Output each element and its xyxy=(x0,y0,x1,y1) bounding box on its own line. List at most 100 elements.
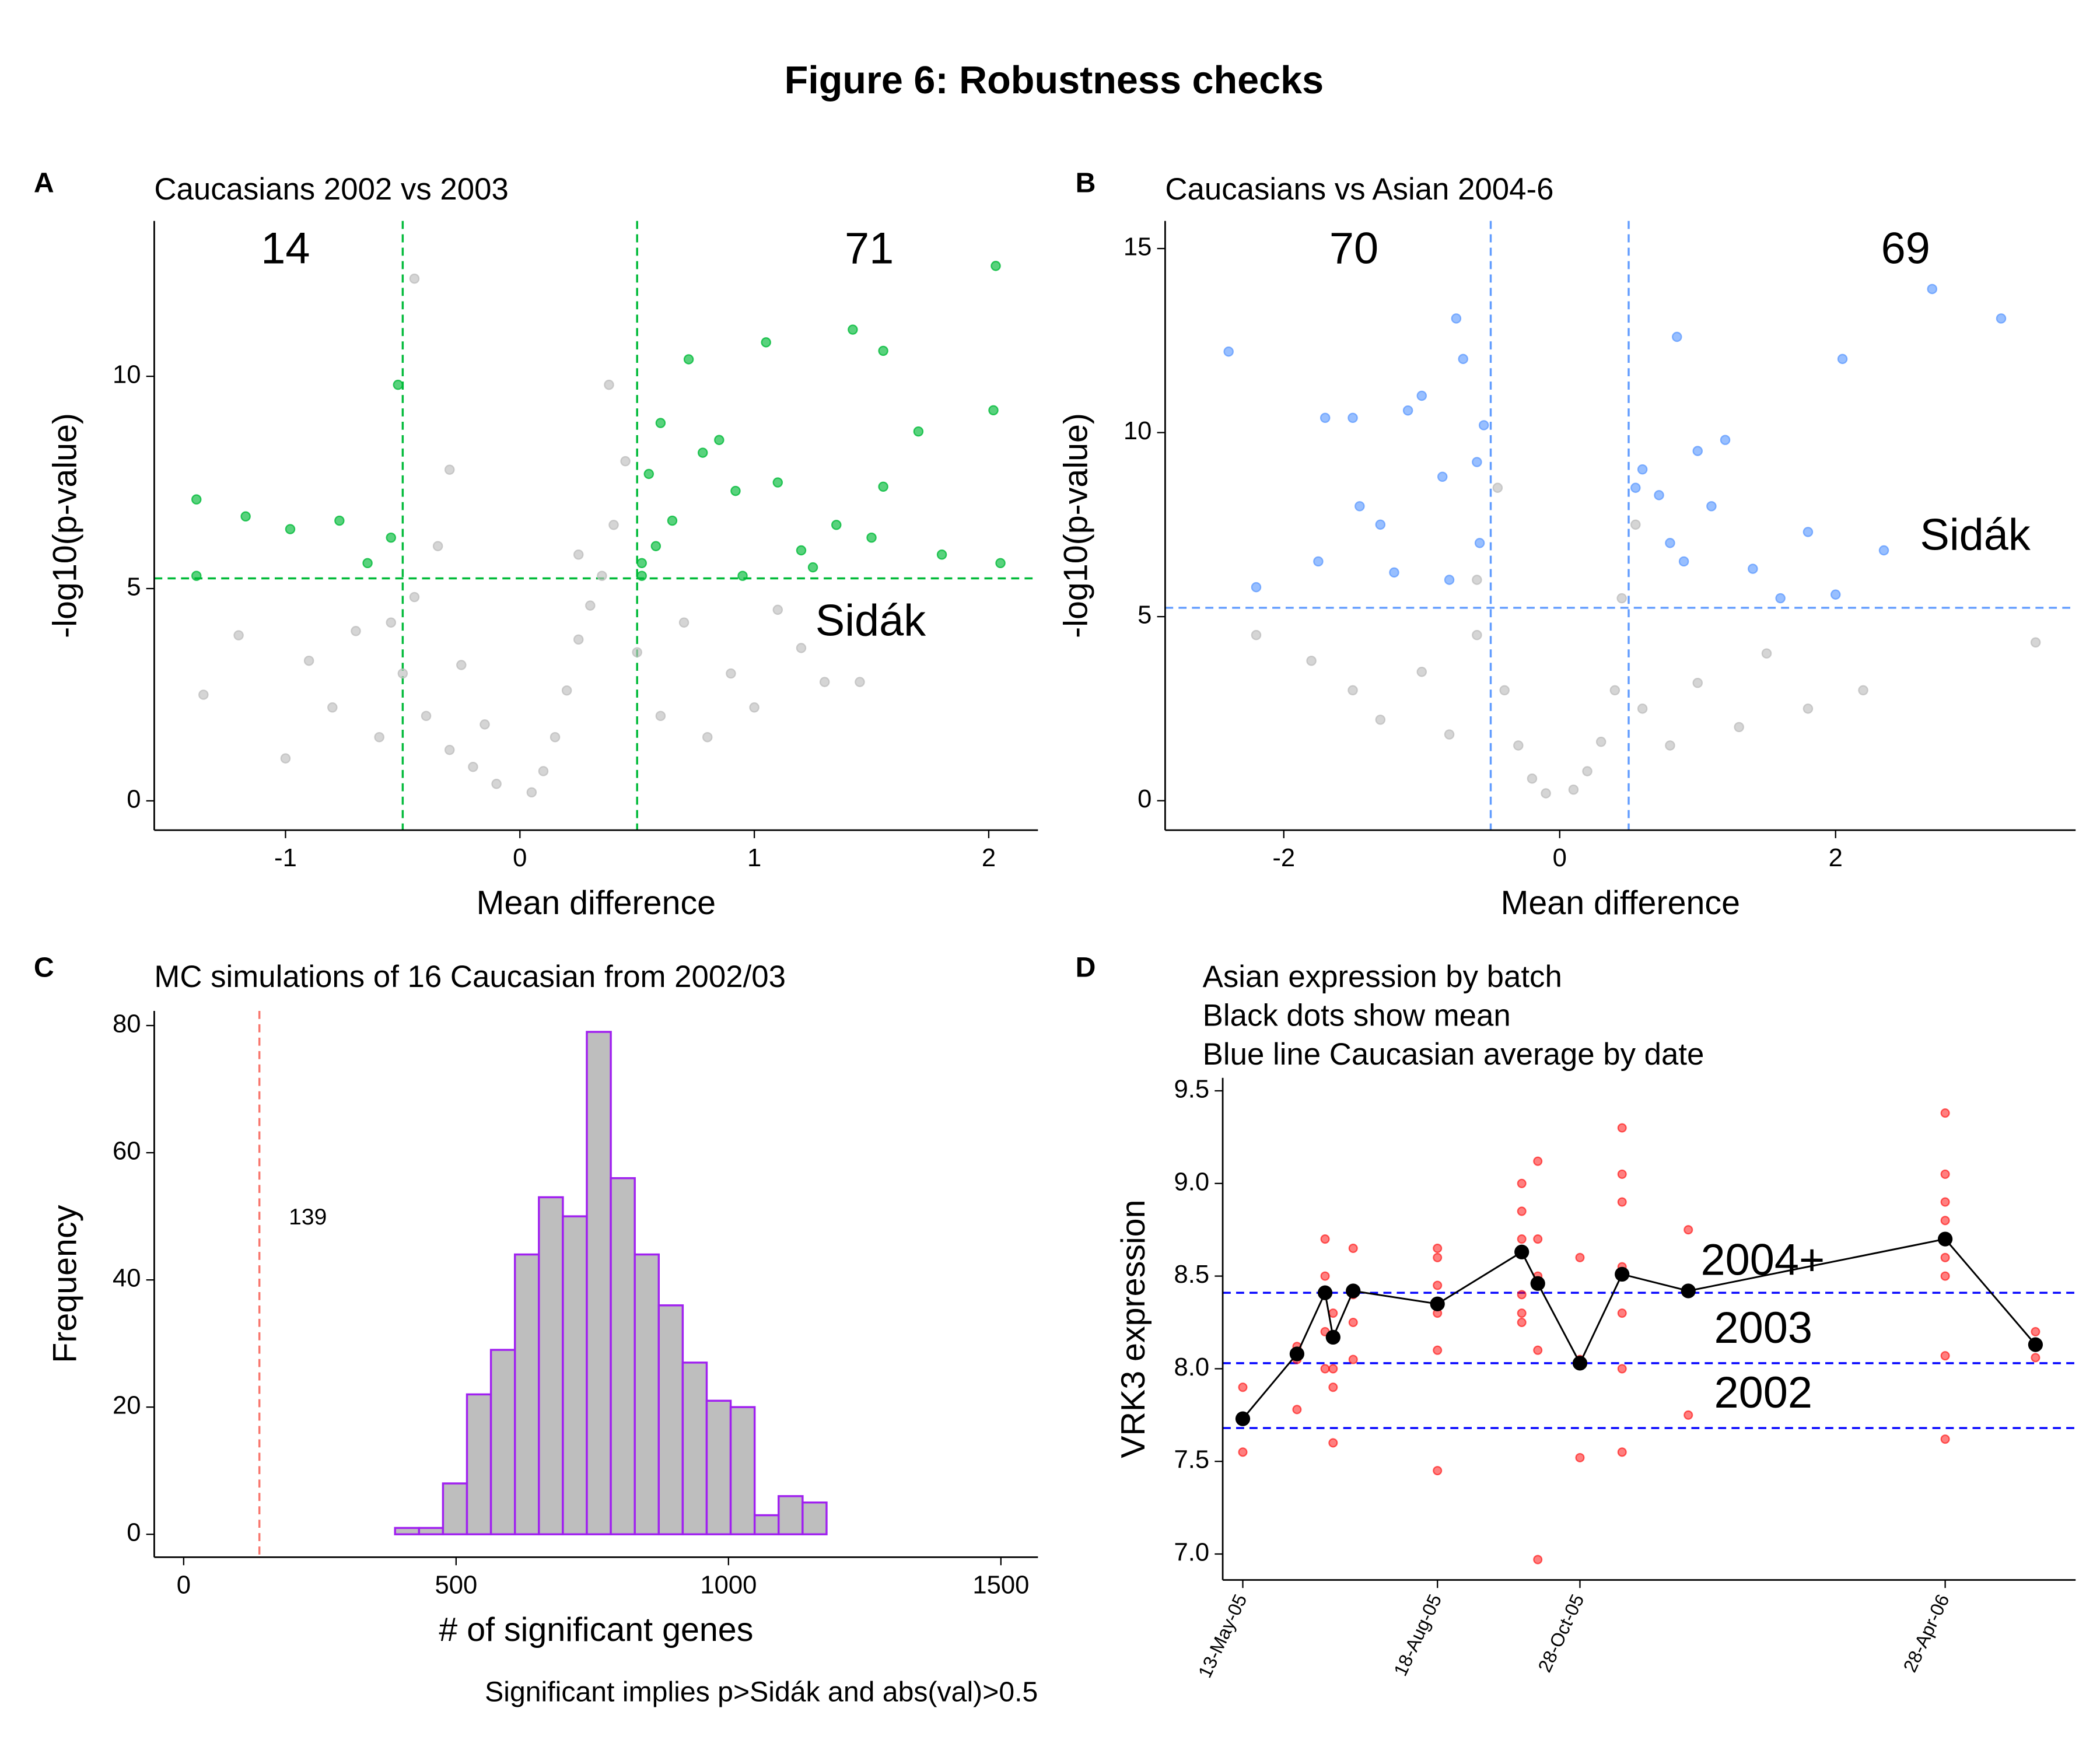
sample-point xyxy=(1940,1252,1950,1262)
x-tick-label: 0 xyxy=(1553,844,1567,872)
point xyxy=(620,456,631,467)
point xyxy=(697,447,708,458)
point xyxy=(1927,284,1937,295)
y-tick-label: 9.5 xyxy=(1174,1075,1210,1103)
point xyxy=(1348,412,1358,424)
x-tick-label: -2 xyxy=(1272,844,1295,872)
count-label: 69 xyxy=(1881,224,1930,274)
bar xyxy=(681,1362,708,1535)
point xyxy=(240,511,251,522)
point xyxy=(386,617,396,628)
point xyxy=(526,787,537,798)
x-tick-label: 0 xyxy=(177,1571,191,1599)
point xyxy=(995,558,1006,569)
bar xyxy=(562,1215,588,1535)
sample-point xyxy=(1320,1271,1330,1281)
reference-label: 2004+ xyxy=(1701,1236,1825,1285)
mean-point xyxy=(1937,1231,1953,1247)
point xyxy=(1761,648,1772,659)
point xyxy=(386,532,396,543)
sample-point xyxy=(1940,1271,1950,1281)
reference-label: 139 xyxy=(289,1205,327,1230)
point xyxy=(303,655,314,666)
point xyxy=(848,324,858,335)
point xyxy=(573,634,584,645)
point xyxy=(1402,405,1413,416)
sample-point xyxy=(1575,1252,1585,1262)
point xyxy=(1803,704,1814,714)
point xyxy=(1630,519,1641,530)
y-tick-label: 80 xyxy=(113,1010,141,1038)
point xyxy=(191,494,202,505)
sample-point xyxy=(1433,1280,1443,1290)
point xyxy=(726,668,736,679)
point xyxy=(650,541,662,551)
point xyxy=(632,647,642,657)
mean-line xyxy=(1242,1238,2036,1420)
sample-point xyxy=(1348,1243,1358,1253)
point xyxy=(855,677,865,687)
point xyxy=(456,660,467,670)
y-tick-label: 40 xyxy=(113,1265,141,1293)
sample-point xyxy=(1517,1206,1527,1216)
point xyxy=(1527,774,1538,784)
sample-point xyxy=(1940,1434,1950,1444)
sample-point xyxy=(1617,1169,1627,1179)
point xyxy=(878,481,888,492)
sample-point xyxy=(1348,1317,1358,1328)
point xyxy=(737,570,748,581)
x-tick-label: 28-Apr-06 xyxy=(1899,1591,1954,1675)
point xyxy=(608,520,619,530)
point xyxy=(1499,685,1510,696)
x-tick-label: 2 xyxy=(982,844,996,872)
point xyxy=(655,418,666,428)
panel-label: C xyxy=(34,952,54,984)
panel-title: Caucasians vs Asian 2004-6 xyxy=(1165,172,1553,206)
sample-point xyxy=(1533,1234,1543,1244)
point xyxy=(655,710,666,722)
point xyxy=(761,337,771,348)
sample-point xyxy=(1617,1123,1627,1133)
panel-label: A xyxy=(34,167,54,198)
point xyxy=(936,550,947,560)
point xyxy=(1665,740,1675,751)
point xyxy=(393,379,404,390)
point xyxy=(1775,593,1786,604)
threshold-label: Sidák xyxy=(816,596,926,646)
point xyxy=(1858,685,1868,696)
point xyxy=(444,464,455,475)
point xyxy=(1513,740,1524,751)
bar xyxy=(586,1031,612,1535)
mean-point xyxy=(1615,1266,1630,1282)
sample-point xyxy=(1533,1345,1543,1355)
point xyxy=(636,570,647,581)
x-tick-label: 1000 xyxy=(700,1571,757,1599)
mean-point xyxy=(1430,1296,1445,1311)
x-tick-label: 1500 xyxy=(972,1571,1029,1599)
point xyxy=(1320,412,1331,424)
x-tick-label: 18-Aug-05 xyxy=(1390,1591,1446,1679)
sample-point xyxy=(1940,1169,1950,1179)
point xyxy=(807,562,818,573)
point xyxy=(1348,685,1358,696)
x-tick-label: 0 xyxy=(513,844,527,872)
point xyxy=(772,604,783,615)
sample-point xyxy=(1617,1197,1627,1207)
bar xyxy=(489,1349,516,1535)
point xyxy=(643,468,654,480)
sample-point xyxy=(1617,1308,1627,1318)
x-tick-label: 1 xyxy=(747,844,761,872)
bar xyxy=(418,1527,444,1535)
mean-point xyxy=(1572,1356,1588,1371)
point xyxy=(468,761,478,772)
y-tick-label: 8.5 xyxy=(1174,1261,1210,1289)
y-tick-label: 9.0 xyxy=(1174,1168,1210,1196)
sample-point xyxy=(1617,1364,1627,1374)
point xyxy=(2030,637,2041,648)
sample-point xyxy=(1328,1364,1338,1374)
count-label: 71 xyxy=(845,224,894,274)
point xyxy=(285,524,296,534)
point xyxy=(1748,564,1758,574)
point xyxy=(491,779,502,789)
point xyxy=(561,685,572,696)
